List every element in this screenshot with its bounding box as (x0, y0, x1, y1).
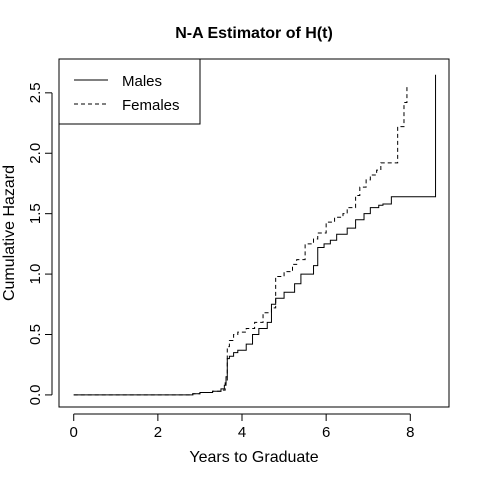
y-tick-label: 1.0 (27, 264, 44, 285)
x-tick-label: 8 (406, 424, 414, 441)
chart-title: N-A Estimator of H(t) (175, 25, 333, 42)
x-tick-label: 6 (322, 424, 330, 441)
y-axis: 0.0 0.5 1.0 1.5 2.0 2.5 (27, 82, 53, 405)
legend: Males Females (58, 58, 201, 125)
legend-box (58, 58, 201, 125)
legend-label-males: Males (122, 73, 162, 90)
y-tick-label: 1.5 (27, 203, 44, 224)
x-axis: 0 2 4 6 8 (70, 413, 414, 441)
y-tick-label: 0.5 (27, 324, 44, 345)
y-tick-label: 2.0 (27, 143, 44, 164)
plot-frame (58, 58, 450, 408)
x-axis-title: Years to Graduate (189, 449, 318, 466)
y-tick-label: 0.0 (27, 384, 44, 405)
series-line-females (73, 86, 408, 396)
y-tick-label: 2.5 (27, 82, 44, 103)
series-line-males (73, 74, 437, 396)
x-tick-label: 0 (70, 424, 78, 441)
y-axis-title: Cumulative Hazard (1, 165, 18, 301)
series-layer (73, 74, 437, 396)
legend-label-females: Females (122, 97, 180, 114)
x-tick-label: 4 (238, 424, 246, 441)
x-tick-label: 2 (154, 424, 162, 441)
